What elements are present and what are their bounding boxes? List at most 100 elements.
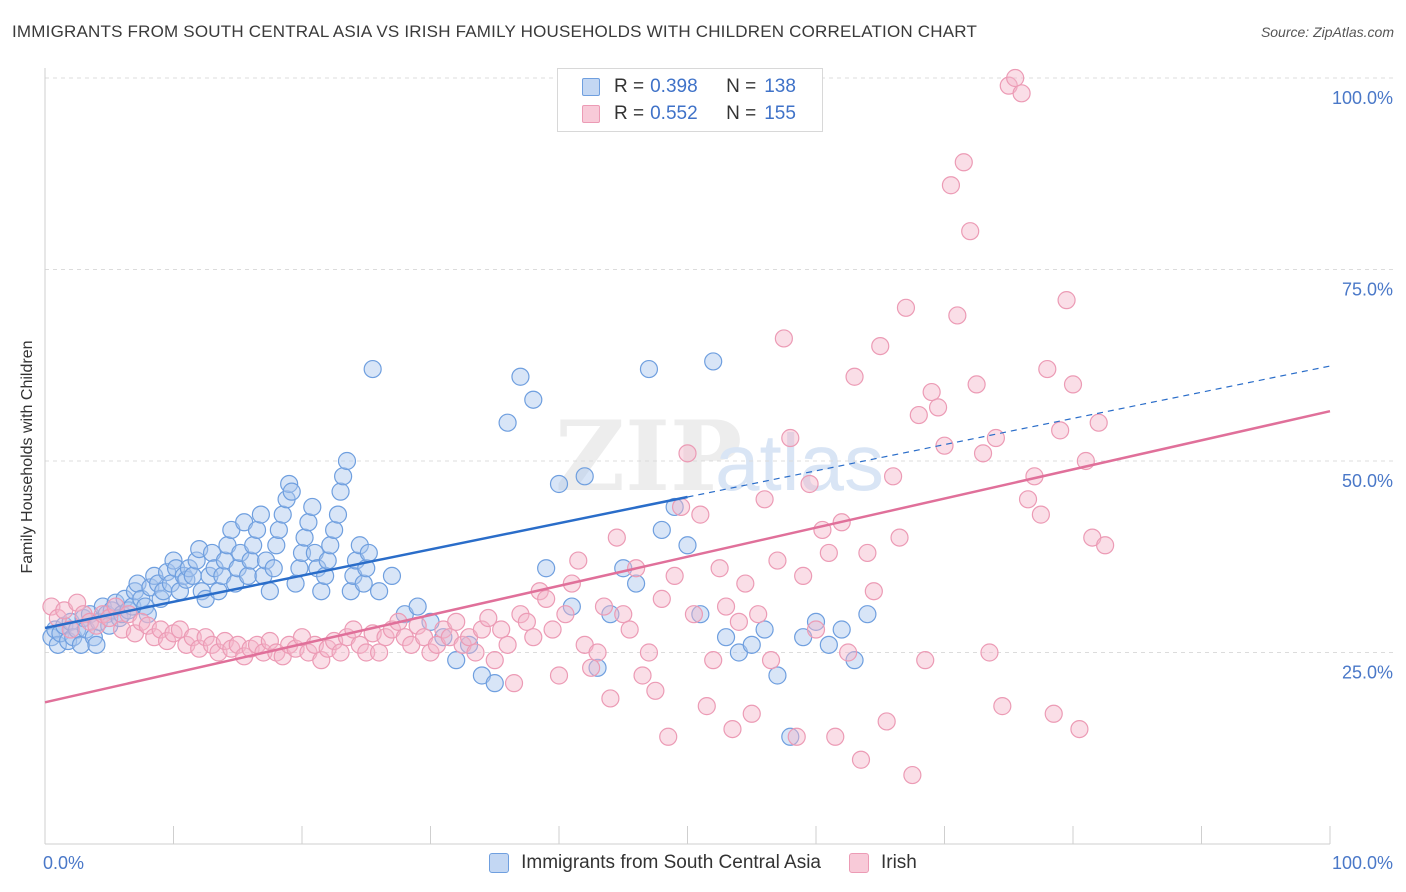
irish-point (704, 651, 723, 670)
irish-point (312, 651, 331, 670)
irish-point (569, 551, 588, 570)
irish-point (633, 666, 652, 685)
immigrants-point (331, 482, 350, 501)
irish-point (588, 643, 607, 662)
legend-r-label: R = (614, 76, 645, 97)
irish-point (659, 727, 678, 746)
legend-row-immigrants: R = 0.398 N = 138 (582, 75, 796, 99)
irish-point (749, 605, 768, 624)
immigrants-point (781, 727, 800, 746)
irish-point (678, 444, 697, 463)
irish-trend-line (44, 409, 1331, 704)
immigrants-point (382, 566, 402, 586)
immigrants-point (588, 658, 607, 677)
irish-point (549, 666, 569, 685)
immigrants-point (691, 605, 710, 624)
y-tick-label: 50.0% (1342, 471, 1393, 491)
irish-point (697, 697, 716, 716)
irish-point (729, 612, 749, 631)
immigrants-point (205, 559, 224, 578)
legend-swatch-blue (489, 853, 510, 873)
irish-point (826, 727, 845, 746)
irish-point (684, 605, 704, 624)
irish-point (479, 608, 498, 628)
irish-point (1057, 291, 1076, 310)
irish-point (973, 444, 993, 463)
irish-point (620, 620, 639, 639)
immigrants-point (292, 543, 312, 563)
immigrants-point (321, 536, 340, 555)
immigrants-point (48, 635, 67, 654)
immigrants-point (359, 543, 378, 563)
legend-r-value: 0.552 (650, 103, 698, 124)
immigrants-point (858, 605, 877, 624)
watermark-zip: ZIP (555, 400, 742, 513)
irish-point (665, 566, 684, 586)
immigrants-point (241, 551, 260, 570)
legend-n-value: 138 (764, 76, 796, 97)
immigrants-point (537, 559, 556, 578)
irish-point (839, 643, 858, 662)
irish-point (61, 620, 80, 639)
immigrants-point (832, 620, 851, 639)
irish-point (864, 582, 883, 601)
series-irish-points (42, 68, 1115, 785)
irish-point (1038, 359, 1057, 379)
irish-point (941, 176, 961, 195)
immigrants-point (238, 566, 258, 586)
irish-point (710, 559, 729, 578)
irish-point (871, 337, 890, 356)
series-immigrants-points (42, 352, 877, 746)
immigrants-point (447, 651, 466, 670)
immigrants-point (337, 451, 357, 471)
stats-legend: R = 0.398 N = 138 R = 0.552 N = 155 (557, 68, 823, 132)
immigrants-point (819, 635, 838, 654)
irish-point (935, 436, 954, 455)
irish-point (607, 528, 626, 547)
y-tick-label: 100.0% (1332, 88, 1393, 108)
legend-n-label: N = (726, 76, 757, 97)
irish-point (485, 651, 504, 670)
irish-point (903, 765, 922, 785)
irish-point (896, 298, 916, 317)
irish-point (543, 620, 562, 639)
immigrants-point (511, 367, 530, 386)
immigrants-point (303, 497, 322, 517)
irish-point (794, 566, 813, 586)
irish-point (961, 222, 980, 241)
irish-point (922, 382, 941, 402)
x-tick-max: 100.0% (1331, 853, 1393, 873)
irish-point (646, 681, 665, 700)
irish-point (691, 505, 710, 524)
irish-point (967, 375, 986, 394)
immigrants-point (704, 352, 723, 371)
irish-point (1006, 68, 1025, 88)
legend-label-irish: Irish (880, 852, 917, 873)
irish-point (806, 620, 826, 639)
immigrants-point (524, 390, 543, 409)
immigrants-point (244, 536, 263, 555)
irish-point (980, 643, 999, 662)
immigrants-point (318, 551, 337, 570)
irish-point (774, 329, 793, 348)
irish-point (716, 597, 736, 616)
legend-n-label: N = (726, 103, 757, 124)
legend-swatch-pink (848, 853, 869, 873)
irish-point (948, 306, 967, 325)
irish-point (761, 651, 781, 670)
y-tick-label: 75.0% (1342, 280, 1393, 300)
legend-swatch-pink (582, 105, 600, 123)
irish-point (993, 697, 1012, 716)
irish-point (517, 612, 536, 631)
legend-n-value: 155 (764, 103, 796, 124)
irish-point (331, 643, 350, 662)
irish-point (877, 712, 896, 731)
immigrants-point (269, 520, 288, 540)
irish-point (1051, 421, 1070, 440)
irish-point (883, 467, 903, 486)
legend-item-immigrants: Immigrants from South Central Asia (489, 852, 821, 874)
irish-point (954, 153, 973, 172)
irish-point (986, 428, 1006, 448)
immigrants-point (549, 474, 569, 494)
